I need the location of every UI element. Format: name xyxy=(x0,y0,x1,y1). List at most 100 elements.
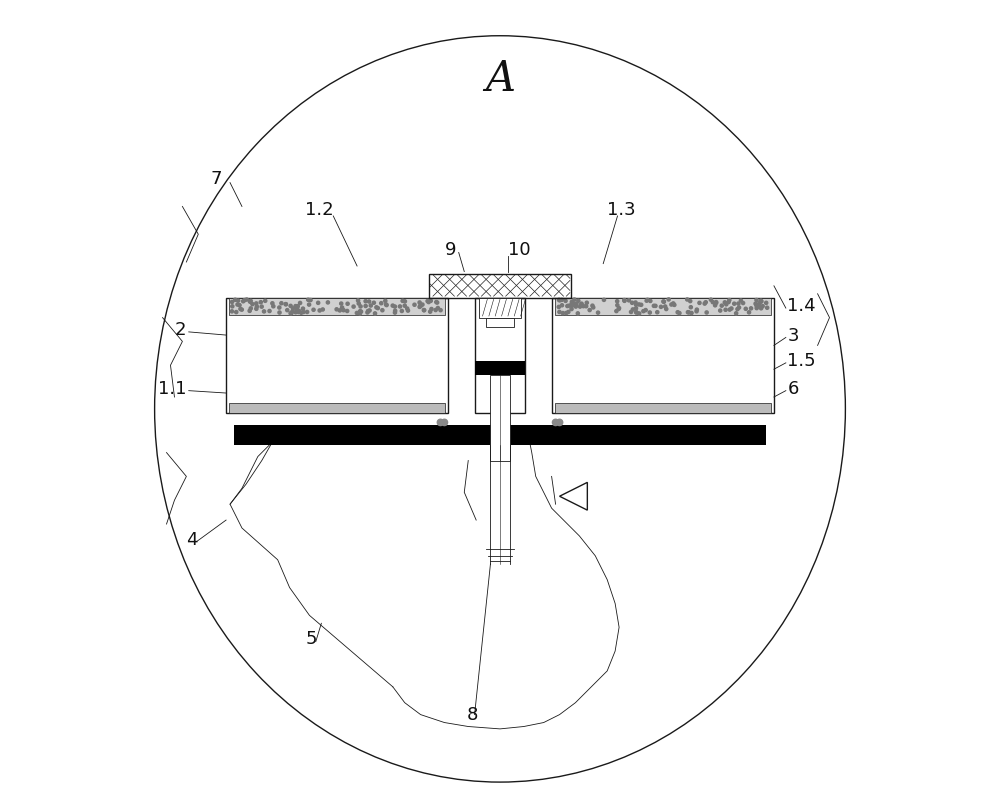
Circle shape xyxy=(670,303,673,306)
Bar xyxy=(479,298,521,318)
Circle shape xyxy=(709,298,712,301)
Circle shape xyxy=(291,306,295,310)
Circle shape xyxy=(761,305,764,308)
Circle shape xyxy=(703,302,706,305)
Circle shape xyxy=(295,307,299,310)
Circle shape xyxy=(306,310,309,314)
Circle shape xyxy=(737,302,740,305)
Circle shape xyxy=(289,304,292,307)
Circle shape xyxy=(760,306,763,310)
Circle shape xyxy=(631,308,634,311)
Circle shape xyxy=(238,303,241,306)
Circle shape xyxy=(240,308,243,311)
Circle shape xyxy=(302,310,305,314)
Circle shape xyxy=(231,305,234,308)
Circle shape xyxy=(251,303,254,306)
Circle shape xyxy=(435,300,438,303)
Circle shape xyxy=(659,305,663,308)
Circle shape xyxy=(230,310,233,313)
Circle shape xyxy=(367,310,370,313)
Circle shape xyxy=(384,299,387,303)
Circle shape xyxy=(352,305,355,308)
Circle shape xyxy=(737,306,741,309)
Text: 7: 7 xyxy=(210,170,222,187)
Circle shape xyxy=(739,299,742,303)
Circle shape xyxy=(754,302,757,305)
Circle shape xyxy=(430,307,433,310)
Circle shape xyxy=(372,301,375,304)
Circle shape xyxy=(629,310,633,314)
Circle shape xyxy=(557,306,560,309)
Bar xyxy=(490,375,510,461)
Circle shape xyxy=(355,311,358,314)
Circle shape xyxy=(284,303,287,306)
Circle shape xyxy=(419,303,422,306)
Circle shape xyxy=(649,299,652,303)
Circle shape xyxy=(727,300,730,303)
Circle shape xyxy=(243,299,246,302)
Circle shape xyxy=(635,310,638,314)
Circle shape xyxy=(574,305,577,308)
Circle shape xyxy=(556,419,563,426)
Circle shape xyxy=(736,307,739,310)
Circle shape xyxy=(300,311,303,314)
Circle shape xyxy=(255,305,258,308)
Circle shape xyxy=(278,306,281,309)
Circle shape xyxy=(662,300,665,303)
Circle shape xyxy=(255,302,258,305)
Circle shape xyxy=(558,310,561,314)
Circle shape xyxy=(239,307,242,310)
Circle shape xyxy=(676,310,679,314)
Text: 9: 9 xyxy=(445,241,456,259)
Circle shape xyxy=(561,311,564,314)
Circle shape xyxy=(585,301,588,304)
Circle shape xyxy=(380,302,383,305)
Circle shape xyxy=(686,298,689,301)
Bar xyxy=(229,298,445,315)
Circle shape xyxy=(359,310,363,313)
Circle shape xyxy=(723,301,726,304)
Circle shape xyxy=(427,300,430,303)
Circle shape xyxy=(575,303,578,306)
Circle shape xyxy=(580,302,583,305)
Circle shape xyxy=(340,302,343,305)
Circle shape xyxy=(582,305,585,308)
Text: A: A xyxy=(485,59,515,100)
Circle shape xyxy=(359,305,362,308)
Circle shape xyxy=(262,310,266,313)
Circle shape xyxy=(357,302,360,305)
Circle shape xyxy=(640,303,643,306)
Circle shape xyxy=(617,307,620,310)
Circle shape xyxy=(421,303,424,306)
Circle shape xyxy=(321,308,324,311)
Circle shape xyxy=(623,299,626,302)
Text: 8: 8 xyxy=(467,706,478,723)
Circle shape xyxy=(437,419,444,426)
Circle shape xyxy=(249,299,252,303)
Text: 1.2: 1.2 xyxy=(305,202,334,219)
Circle shape xyxy=(673,303,676,306)
Circle shape xyxy=(376,306,379,310)
Circle shape xyxy=(728,308,731,311)
Circle shape xyxy=(627,299,630,302)
Circle shape xyxy=(259,301,262,304)
Circle shape xyxy=(724,308,727,311)
Circle shape xyxy=(665,307,668,310)
Circle shape xyxy=(294,310,297,314)
Circle shape xyxy=(758,302,761,305)
Text: 10: 10 xyxy=(508,241,531,259)
Circle shape xyxy=(567,304,570,307)
Circle shape xyxy=(309,299,312,302)
Circle shape xyxy=(704,301,707,304)
Circle shape xyxy=(570,304,574,307)
Circle shape xyxy=(755,306,758,310)
Circle shape xyxy=(695,310,698,313)
Circle shape xyxy=(634,301,637,304)
Circle shape xyxy=(312,308,315,311)
Circle shape xyxy=(245,298,248,301)
Circle shape xyxy=(296,305,299,308)
Circle shape xyxy=(401,299,404,303)
Text: 2: 2 xyxy=(175,321,186,338)
Text: 6: 6 xyxy=(787,380,799,398)
Circle shape xyxy=(720,304,723,307)
